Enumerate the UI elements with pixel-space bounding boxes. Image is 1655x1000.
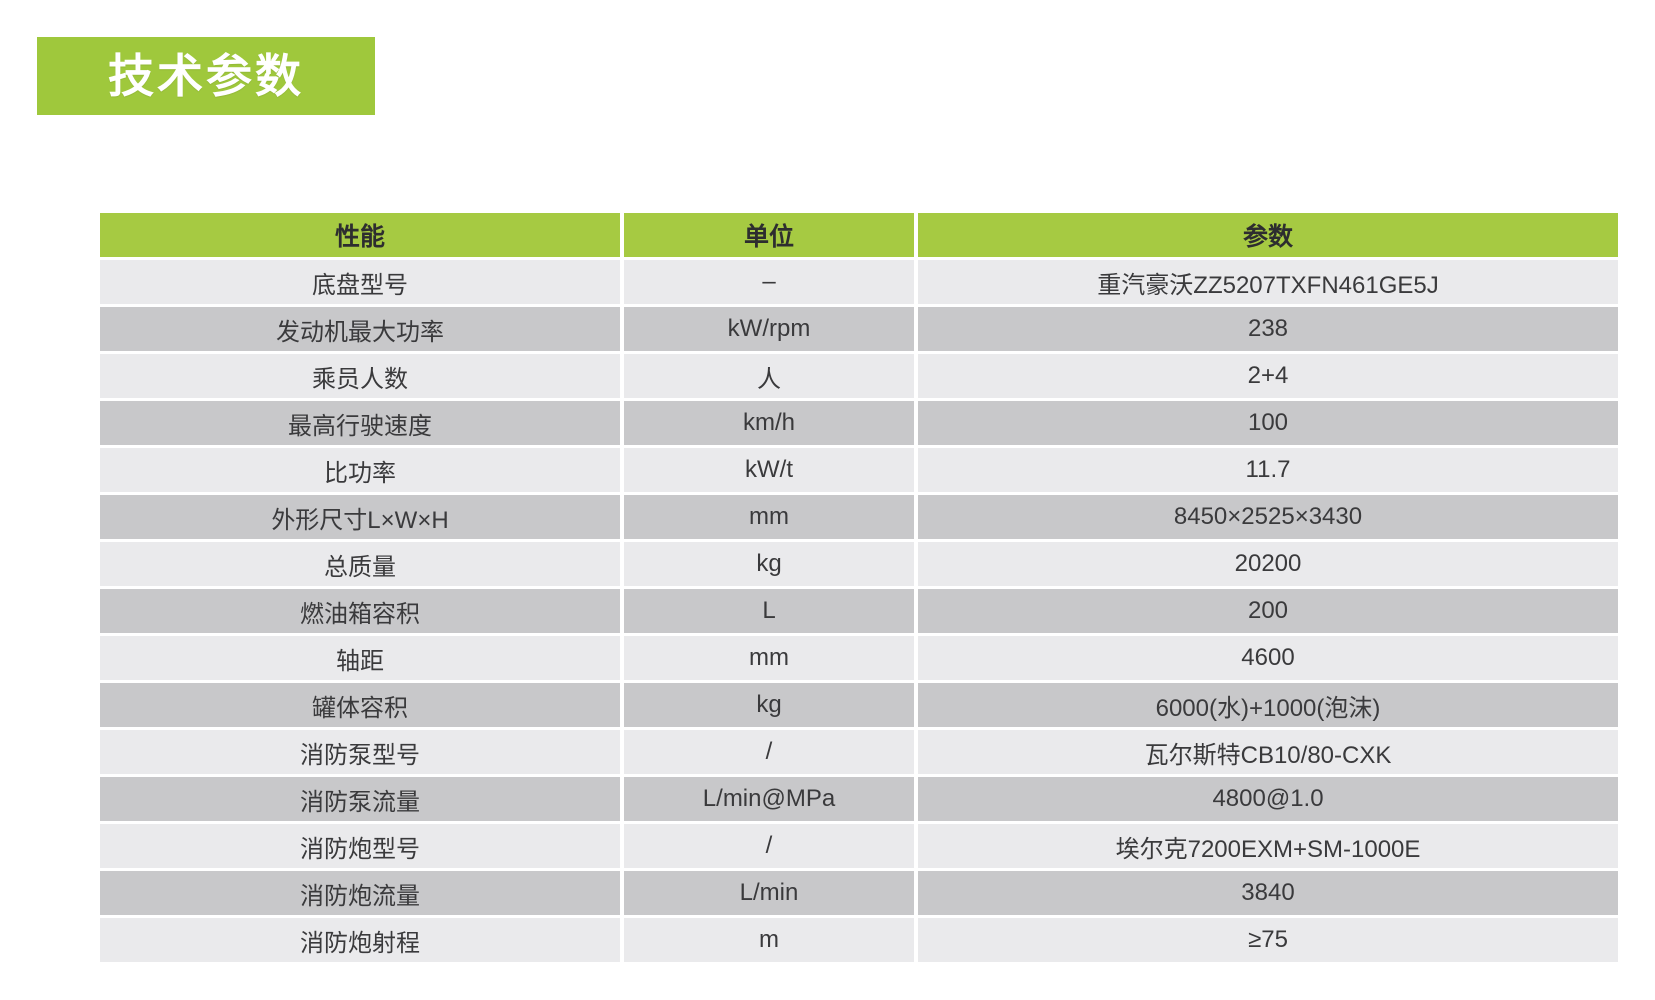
spec-cell-parameter: 瓦尔斯特CB10/80-CXK	[918, 730, 1618, 774]
column-header-parameter: 参数	[918, 213, 1618, 257]
spec-cell-parameter: 6000(水)+1000(泡沫)	[918, 683, 1618, 727]
spec-cell-performance: 消防炮射程	[100, 918, 620, 962]
spec-cell-performance: 消防泵流量	[100, 777, 620, 821]
spec-cell-unit: m	[624, 918, 914, 962]
spec-cell-parameter: 4600	[918, 636, 1618, 680]
section-title-banner: 技术参数	[37, 37, 375, 115]
spec-cell-performance: 外形尺寸L×W×H	[100, 495, 620, 539]
spec-cell-unit: kW/rpm	[624, 307, 914, 351]
page-title: 技术参数	[108, 50, 304, 102]
spec-cell-unit: L/min@MPa	[624, 777, 914, 821]
spec-cell-parameter: 2+4	[918, 354, 1618, 398]
column-header-unit: 单位	[624, 213, 914, 257]
spec-cell-parameter: 8450×2525×3430	[918, 495, 1618, 539]
spec-cell-unit: kW/t	[624, 448, 914, 492]
spec-cell-unit: mm	[624, 495, 914, 539]
spec-cell-parameter: ≥75	[918, 918, 1618, 962]
spec-cell-performance: 总质量	[100, 542, 620, 586]
spec-cell-unit: km/h	[624, 401, 914, 445]
spec-cell-unit: /	[624, 824, 914, 868]
spec-cell-performance: 燃油箱容积	[100, 589, 620, 633]
spec-cell-performance: 消防炮型号	[100, 824, 620, 868]
specs-table: 性能 单位 参数 底盘型号 – 重汽豪沃ZZ5207TXFN461GE5J 发动机最大…	[100, 213, 1618, 962]
spec-cell-unit: L	[624, 589, 914, 633]
spec-cell-unit: –	[624, 260, 914, 304]
spec-cell-performance: 发动机最大功率	[100, 307, 620, 351]
spec-cell-parameter: 100	[918, 401, 1618, 445]
spec-cell-parameter: 20200	[918, 542, 1618, 586]
spec-cell-performance: 底盘型号	[100, 260, 620, 304]
spec-cell-parameter: 200	[918, 589, 1618, 633]
spec-cell-performance: 轴距	[100, 636, 620, 680]
spec-cell-unit: kg	[624, 683, 914, 727]
spec-cell-performance: 罐体容积	[100, 683, 620, 727]
spec-cell-unit: mm	[624, 636, 914, 680]
spec-cell-performance: 乘员人数	[100, 354, 620, 398]
spec-cell-unit: 人	[624, 354, 914, 398]
spec-cell-performance: 最高行驶速度	[100, 401, 620, 445]
spec-cell-performance: 比功率	[100, 448, 620, 492]
spec-cell-unit: kg	[624, 542, 914, 586]
spec-cell-unit: /	[624, 730, 914, 774]
spec-cell-parameter: 238	[918, 307, 1618, 351]
spec-cell-parameter: 11.7	[918, 448, 1618, 492]
spec-cell-parameter: 3840	[918, 871, 1618, 915]
spec-cell-parameter: 4800@1.0	[918, 777, 1618, 821]
column-header-performance: 性能	[100, 213, 620, 257]
spec-cell-parameter: 埃尔克7200EXM+SM-1000E	[918, 824, 1618, 868]
spec-cell-performance: 消防泵型号	[100, 730, 620, 774]
spec-cell-parameter: 重汽豪沃ZZ5207TXFN461GE5J	[918, 260, 1618, 304]
spec-cell-performance: 消防炮流量	[100, 871, 620, 915]
spec-cell-unit: L/min	[624, 871, 914, 915]
